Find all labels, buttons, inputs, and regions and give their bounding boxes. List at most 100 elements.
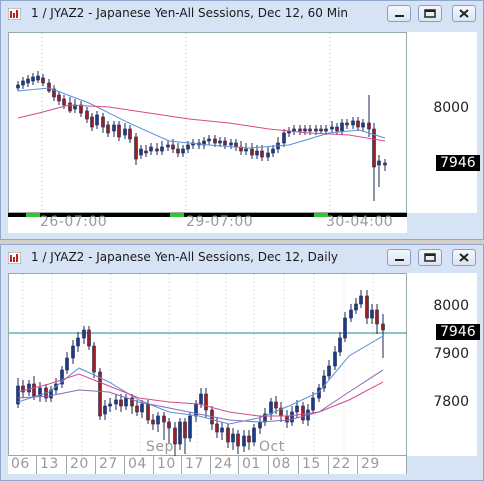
y-tick-label: 7800: [433, 394, 469, 410]
candle-body: [370, 309, 374, 319]
candle-body: [151, 419, 155, 425]
candle-body: [85, 110, 89, 120]
day-label: 20: [70, 456, 89, 472]
candle-body: [292, 128, 296, 132]
restore-button[interactable]: [418, 249, 442, 266]
close-button[interactable]: [452, 5, 476, 22]
candle-body: [130, 397, 134, 407]
candle-body: [207, 138, 211, 142]
minimize-icon: [395, 15, 404, 17]
date-cell: [299, 456, 329, 474]
candle-body: [295, 405, 299, 413]
price-plot[interactable]: [8, 32, 407, 214]
candle-body: [383, 162, 387, 166]
time-axis: Sep Oct 06 13 20 27 04 10 17 24 01 08 15 22 29: [8, 439, 407, 474]
y-tick-label: 8000: [433, 298, 469, 314]
candle-body: [156, 415, 160, 425]
candle-body: [92, 345, 96, 373]
date-cell: [329, 456, 358, 474]
candle-body: [117, 124, 121, 138]
candle-body: [114, 399, 118, 405]
candle-body: [106, 124, 110, 134]
candle-body: [32, 383, 36, 397]
window-title: 1 / JYAZ2 - Japanese Yen-All Sessions, D…: [31, 250, 339, 264]
candle-body: [16, 84, 20, 89]
ma-slow-line: [17, 104, 386, 142]
candle-body: [301, 405, 305, 421]
candle-body: [367, 122, 371, 130]
candle-body: [215, 423, 219, 433]
close-icon: [459, 253, 469, 262]
month-label: Oct: [259, 439, 285, 455]
candle-body: [16, 385, 20, 405]
candle-body: [183, 421, 187, 439]
candle-body: [266, 152, 270, 158]
candle-body: [135, 405, 139, 413]
candle-body: [327, 365, 331, 377]
candle-body: [229, 142, 233, 146]
candle-body: [140, 403, 144, 413]
day-label: 04: [128, 456, 147, 472]
candle-body: [324, 128, 328, 132]
last-price-badge: 7946: [436, 324, 480, 340]
candle-body: [144, 150, 148, 154]
candle-body: [223, 140, 227, 146]
date-cell: [211, 456, 239, 474]
chart-window-daily: 1 / JYAZ2 - Japanese Yen-All Sessions, D…: [0, 244, 484, 481]
day-label: 22: [332, 456, 351, 472]
candle-body: [155, 148, 159, 152]
candle-body: [377, 160, 381, 166]
candle-body: [134, 136, 138, 160]
minimize-button[interactable]: [387, 249, 411, 266]
restore-button[interactable]: [418, 5, 442, 22]
candle-body: [319, 128, 323, 132]
date-cell: [125, 456, 154, 474]
month-label: Sep: [146, 439, 174, 455]
candle-body: [108, 403, 112, 407]
candle-body: [231, 433, 235, 443]
candle-body: [119, 399, 123, 407]
y-tick-label: 7900: [433, 346, 469, 362]
candle-body: [298, 128, 302, 132]
day-label: 06: [11, 456, 30, 472]
candle-body: [178, 421, 182, 445]
candle-body: [282, 132, 286, 144]
candle-body: [173, 427, 177, 445]
candle-body: [188, 415, 192, 439]
candle-body: [65, 357, 69, 371]
candle-body: [41, 77, 45, 84]
restore-icon: [424, 253, 436, 262]
candle-body: [226, 427, 230, 443]
candle-body: [218, 140, 222, 144]
candle-body: [271, 148, 275, 154]
price-plot[interactable]: [8, 273, 408, 457]
titlebar[interactable]: 1 / JYAZ2 - Japanese Yen-All Sessions, D…: [1, 1, 483, 27]
titlebar[interactable]: 1 / JYAZ2 - Japanese Yen-All Sessions, D…: [1, 245, 483, 271]
candle-body: [31, 76, 35, 82]
candle-body: [330, 126, 334, 130]
candle-body: [123, 128, 127, 136]
candle-body: [103, 405, 107, 415]
candle-body: [101, 116, 105, 128]
candle-body: [167, 421, 171, 429]
ma-fast-line: [17, 87, 386, 149]
candle-body: [162, 415, 166, 423]
candle-body: [213, 138, 217, 144]
candle-body: [258, 421, 262, 429]
date-cell: [269, 456, 299, 474]
candle-body: [36, 75, 40, 81]
date-cell: [182, 456, 211, 474]
chart-window-60min: 1 / JYAZ2 - Japanese Yen-All Sessions, D…: [0, 0, 484, 240]
candle-body: [171, 144, 175, 150]
candle-body: [47, 82, 51, 92]
chart-app-icon: [8, 8, 21, 20]
candle-body: [234, 142, 238, 148]
close-button[interactable]: [452, 249, 476, 266]
candle-body: [95, 114, 99, 126]
candle-body: [365, 295, 369, 319]
candle-body: [112, 124, 116, 132]
minimize-button[interactable]: [387, 5, 411, 22]
candle-body: [340, 122, 344, 132]
close-icon: [459, 9, 469, 18]
day-label: 01: [242, 456, 261, 472]
